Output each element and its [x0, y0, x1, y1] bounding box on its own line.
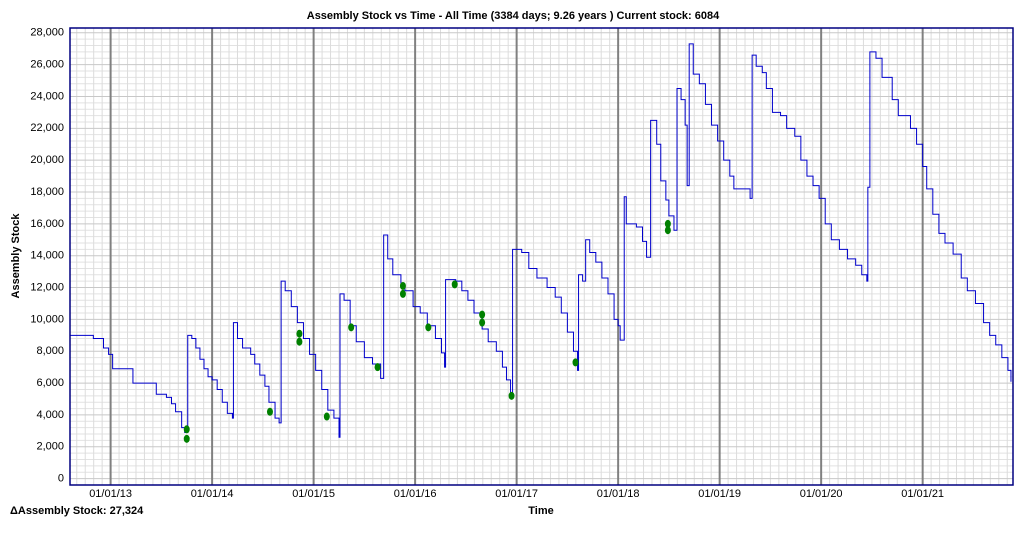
y-tick-label: 16,000 — [30, 218, 64, 230]
x-tick-label: 01/01/21 — [901, 488, 944, 500]
y-tick-label: 24,000 — [30, 90, 64, 102]
marker — [479, 318, 486, 327]
marker — [664, 226, 671, 235]
marker — [296, 337, 303, 346]
marker — [664, 219, 671, 228]
marker — [183, 425, 190, 434]
marker — [374, 363, 381, 372]
marker — [479, 310, 486, 319]
y-tick-label: 18,000 — [30, 186, 64, 198]
y-tick-label: 12,000 — [30, 281, 64, 293]
marker — [266, 407, 273, 416]
x-tick-label: 01/01/13 — [89, 488, 132, 500]
marker — [348, 323, 355, 332]
y-tick-label: 0 — [58, 473, 64, 485]
stock-line — [70, 43, 1012, 438]
plot-frame — [69, 27, 1014, 486]
y-tick-label: 2,000 — [36, 441, 64, 453]
x-tick-label: 01/01/18 — [597, 488, 640, 500]
chart-title: Assembly Stock vs Time - All Time (3384 … — [307, 10, 720, 22]
x-axis-label: Time — [528, 505, 553, 517]
y-axis-label: Assembly Stock — [10, 213, 22, 299]
annotation: ΔAssembly Stock: 27,324 — [10, 505, 144, 517]
marker — [508, 391, 515, 400]
y-tick-label: 26,000 — [30, 59, 64, 71]
marker — [425, 323, 432, 332]
marker — [323, 412, 330, 421]
y-tick-label: 22,000 — [30, 122, 64, 134]
marker — [399, 281, 406, 290]
x-tick-label: 01/01/14 — [191, 488, 234, 500]
marker — [399, 289, 406, 298]
x-tick-label: 01/01/17 — [495, 488, 538, 500]
marker — [451, 280, 458, 289]
y-tick-label: 20,000 — [30, 154, 64, 166]
y-tick-label: 6,000 — [36, 377, 64, 389]
x-tick-label: 01/01/20 — [800, 488, 843, 500]
y-tick-label: 10,000 — [30, 313, 64, 325]
y-tick-label: 8,000 — [36, 345, 64, 357]
marker — [183, 434, 190, 443]
y-tick-label: 28,000 — [30, 27, 64, 39]
y-tick-label: 4,000 — [36, 409, 64, 421]
x-tick-label: 01/01/16 — [394, 488, 437, 500]
x-tick-label: 01/01/19 — [698, 488, 741, 500]
marker — [296, 329, 303, 338]
y-tick-label: 14,000 — [30, 250, 64, 262]
x-tick-label: 01/01/15 — [292, 488, 335, 500]
marker — [572, 358, 579, 367]
